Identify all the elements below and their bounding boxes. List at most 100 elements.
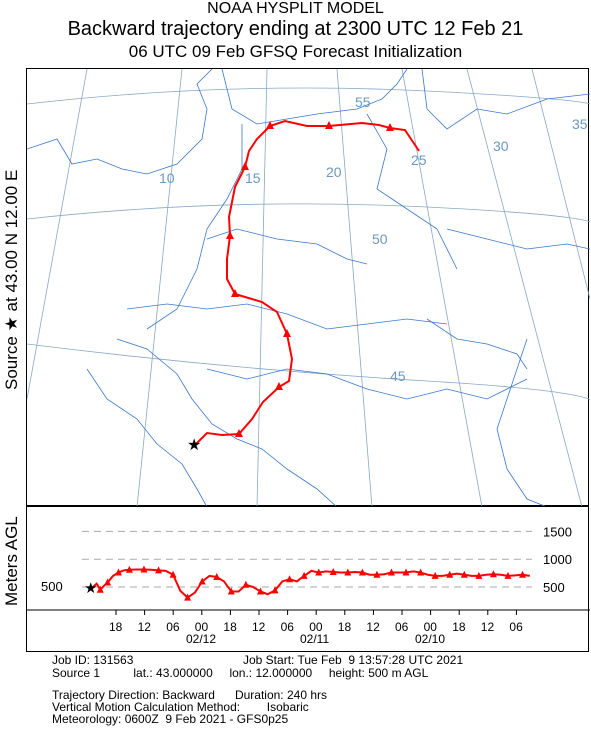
- altitude-panel: 1500 1000 500 500 ★ 18 12 06 00 18 12 06 00 18 12 06…: [26, 506, 590, 652]
- lon-line-30: [466, 69, 583, 507]
- y-tick-label: 1000: [543, 552, 572, 567]
- forecast-subtitle: 06 UTC 09 Feb GFSQ Forecast Initializati…: [128, 42, 463, 61]
- height-marker: [104, 578, 112, 586]
- height-marker: [213, 572, 221, 580]
- lat-label-50: 50: [372, 231, 388, 247]
- x-date-label: 02/10: [415, 632, 445, 646]
- lat-line-55: [27, 87, 590, 109]
- height-marker: [387, 568, 395, 576]
- lon-line-35: [531, 69, 590, 300]
- altitude-chart: 1500 1000 500 500 ★ 18 12 06 00 18 12 06 00 18 12 06…: [27, 524, 590, 646]
- agl-axis-label: Meters AGL: [2, 516, 21, 606]
- x-tick-label: 12: [252, 620, 266, 634]
- trajectory-marker: [226, 231, 234, 239]
- height-marker: [358, 568, 366, 576]
- lon-label-25: 25: [411, 152, 427, 168]
- border-austria-hungary: [126, 303, 448, 330]
- height-marker: [446, 570, 454, 578]
- x-tick-label: 12: [366, 620, 380, 634]
- x-date-label: 02/12: [186, 632, 216, 646]
- meteorology: Meteorology: 0600Z 9 Feb 2021 - GFS0p25: [52, 712, 289, 726]
- height-marker: [315, 568, 323, 576]
- lon-label-15: 15: [245, 170, 261, 186]
- trajectory-map: 55 50 45 10 15 20 25 30 35 ★: [26, 68, 590, 507]
- y-tick-label: 1500: [543, 524, 572, 539]
- x-tick-label: 06: [166, 620, 180, 634]
- height-marker: [300, 571, 308, 579]
- source-axis-label: Source ★ at 43.00 N 12.00 E: [2, 169, 21, 390]
- trajectory-title: Backward trajectory ending at 2300 UTC 1…: [67, 18, 524, 40]
- lon-label-20: 20: [326, 164, 342, 180]
- trajectory-marker: [231, 289, 239, 297]
- height-marker: [519, 570, 527, 578]
- lon-line-15: [256, 69, 268, 507]
- x-date-label: 02/11: [300, 632, 329, 646]
- x-tick-label: 00: [309, 620, 323, 634]
- height-marker: [402, 568, 410, 576]
- job-start: Job Start: Tue Feb 9 13:57:28 UTC 2021: [243, 653, 464, 667]
- trajectory-marker: [275, 382, 283, 390]
- height-marker: [329, 567, 337, 575]
- model-title: NOAA HYSPLIT MODEL: [207, 0, 384, 17]
- height-marker: [489, 570, 497, 578]
- border-germany-poland: [146, 124, 243, 330]
- height-marker: [184, 593, 192, 601]
- trajectory-marker: [325, 121, 333, 129]
- height-marker: [271, 586, 279, 594]
- map-canvas: 55 50 45 10 15 20 25 30 35 ★: [27, 69, 590, 507]
- trajectory-marker: [235, 429, 243, 437]
- height-marker: [286, 575, 294, 583]
- lon-line-25: [401, 69, 483, 507]
- y-tick-label: 500: [543, 580, 565, 595]
- coastline-adriatic: [116, 338, 338, 507]
- source-height-label: 500: [41, 579, 63, 594]
- height-series-line: [92, 568, 530, 599]
- source-star: ★: [187, 437, 201, 454]
- coastline-baltic: [221, 69, 408, 125]
- lon-label-35: 35: [572, 116, 588, 132]
- lon-label-30: 30: [493, 138, 509, 154]
- height-marker: [155, 566, 163, 574]
- height-marker: [256, 587, 264, 595]
- lat-line-50: [27, 203, 590, 229]
- border-poland-east: [366, 113, 458, 270]
- x-tick-label: 06: [395, 620, 409, 634]
- coastline-baltic-east: [421, 69, 590, 130]
- trajectory-direction: Trajectory Direction: Backward Duration:…: [52, 688, 327, 702]
- x-tick-label: 06: [509, 620, 523, 634]
- height-marker: [504, 571, 512, 579]
- lat-label-55: 55: [355, 94, 371, 110]
- trajectory-marker: [266, 121, 274, 129]
- x-tick-label: 18: [452, 620, 466, 634]
- trajectory-marker: [283, 329, 291, 337]
- height-marker: [373, 570, 381, 578]
- height-marker: [431, 571, 439, 579]
- x-tick-label: 18: [109, 620, 123, 634]
- border-balkans: [206, 368, 528, 400]
- height-marker: [417, 568, 425, 576]
- height-marker: [242, 580, 250, 588]
- trajectory-marker: [386, 123, 394, 131]
- lon-line-20: [336, 69, 373, 507]
- source-info: Source 1 lat.: 43.000000 lon.: 12.000000…: [52, 666, 429, 680]
- lat-label-45: 45: [390, 368, 406, 384]
- x-tick-label: 12: [481, 620, 495, 634]
- source-star-height: ★: [84, 580, 97, 597]
- coastline-black-sea: [496, 338, 548, 507]
- height-marker: [460, 570, 468, 578]
- lon-line-5: [27, 69, 88, 400]
- x-tick-label: 06: [281, 620, 295, 634]
- height-marker: [125, 565, 133, 573]
- height-marker: [475, 571, 483, 579]
- height-marker: [169, 570, 177, 578]
- border-ukraine: [446, 228, 590, 250]
- height-marker: [140, 565, 148, 573]
- border-czech: [206, 228, 368, 265]
- height-marker: [114, 568, 122, 576]
- height-marker: [227, 587, 235, 595]
- coastline-italy: [86, 368, 208, 507]
- border-romania: [426, 318, 528, 370]
- x-tick-label: 00: [424, 620, 438, 634]
- height-marker: [96, 585, 104, 593]
- job-id: Job ID: 131563: [52, 653, 134, 667]
